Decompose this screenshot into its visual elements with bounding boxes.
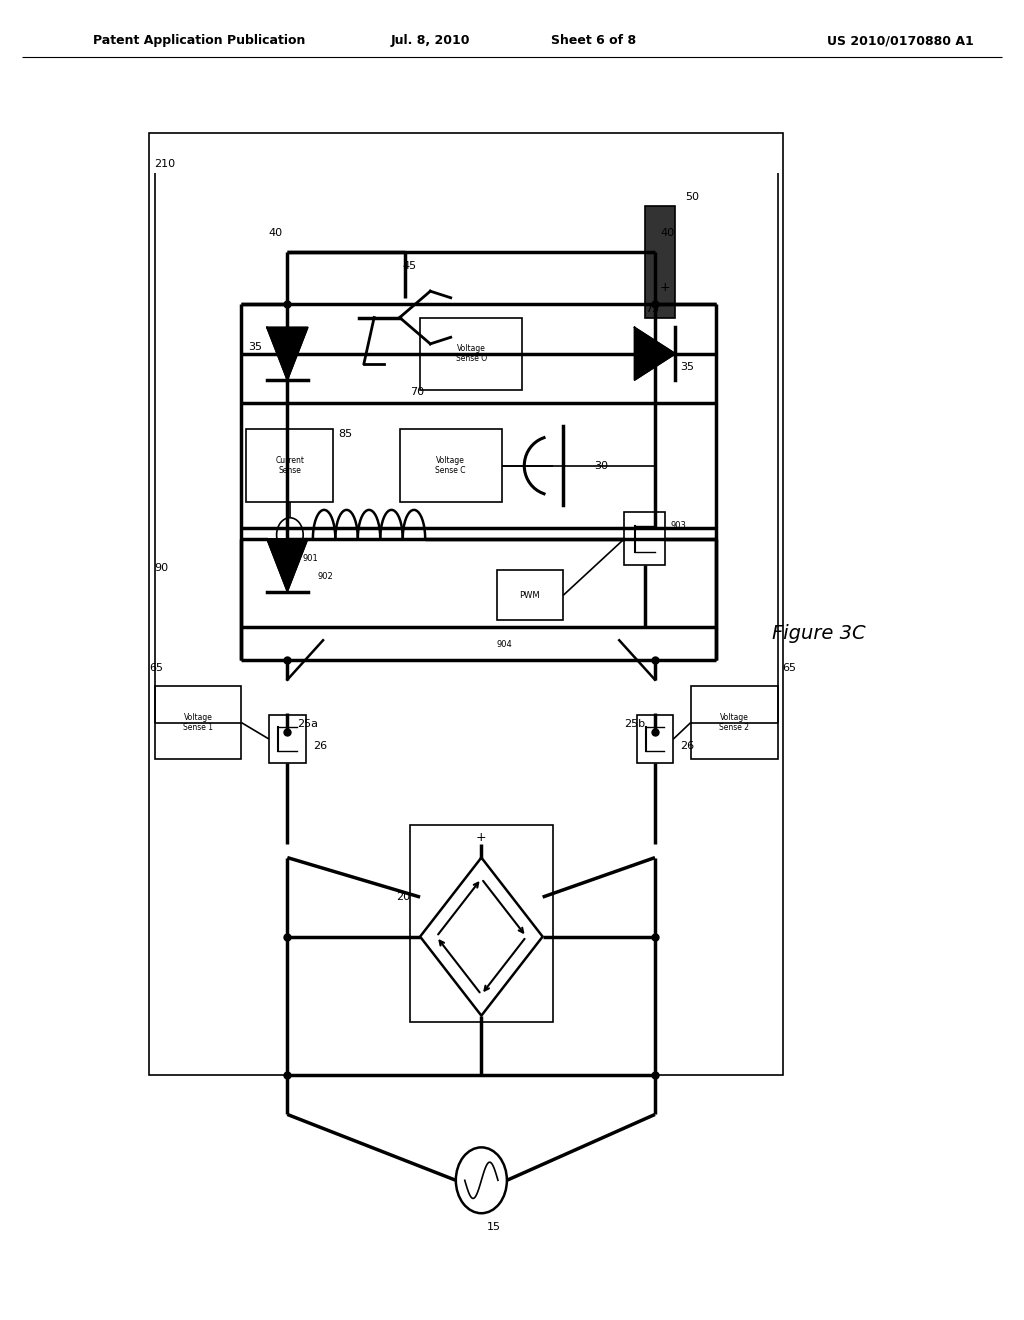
Text: 20: 20 bbox=[395, 892, 410, 902]
Text: US 2010/0170880 A1: US 2010/0170880 A1 bbox=[826, 34, 974, 48]
Text: 15: 15 bbox=[486, 1222, 501, 1233]
Text: 70: 70 bbox=[410, 387, 424, 396]
Text: 26: 26 bbox=[313, 741, 327, 751]
Text: 30: 30 bbox=[594, 461, 607, 471]
Polygon shape bbox=[267, 539, 308, 591]
Text: 35: 35 bbox=[248, 342, 262, 352]
Bar bbox=[637, 715, 674, 763]
Text: Jul. 8, 2010: Jul. 8, 2010 bbox=[390, 34, 470, 48]
Text: Voltage
Sense 2: Voltage Sense 2 bbox=[719, 713, 750, 733]
Text: 25a: 25a bbox=[298, 719, 318, 729]
Text: 85: 85 bbox=[338, 429, 352, 440]
Text: Patent Application Publication: Patent Application Publication bbox=[93, 34, 306, 48]
Text: Sheet 6 of 8: Sheet 6 of 8 bbox=[551, 34, 636, 48]
Bar bbox=[269, 715, 306, 763]
Text: 26: 26 bbox=[681, 741, 694, 751]
Text: PWM: PWM bbox=[519, 591, 541, 601]
Bar bbox=[150, 133, 782, 1074]
Text: Current
Sense: Current Sense bbox=[275, 455, 304, 475]
Bar bbox=[247, 429, 333, 502]
Text: 65: 65 bbox=[782, 663, 797, 673]
Text: 210: 210 bbox=[155, 160, 176, 169]
Text: +: + bbox=[660, 281, 671, 294]
Text: 904: 904 bbox=[497, 640, 512, 649]
Text: +: + bbox=[476, 832, 486, 845]
Bar bbox=[497, 570, 563, 620]
Text: Voltage
Sense O: Voltage Sense O bbox=[456, 345, 486, 363]
Text: 65: 65 bbox=[150, 663, 164, 673]
Text: 40: 40 bbox=[268, 228, 283, 239]
Text: 901: 901 bbox=[303, 554, 318, 564]
Polygon shape bbox=[267, 327, 308, 380]
Bar bbox=[691, 686, 777, 759]
Text: Voltage
Sense C: Voltage Sense C bbox=[435, 455, 466, 475]
Bar bbox=[420, 318, 522, 389]
Text: Voltage
Sense 1: Voltage Sense 1 bbox=[183, 713, 213, 733]
Text: 90: 90 bbox=[155, 562, 169, 573]
Text: 25b: 25b bbox=[624, 719, 645, 729]
Text: 75: 75 bbox=[645, 304, 658, 314]
Bar bbox=[625, 512, 666, 565]
Bar bbox=[645, 206, 676, 318]
Text: 50: 50 bbox=[686, 193, 699, 202]
Bar bbox=[399, 429, 502, 502]
Text: 40: 40 bbox=[660, 228, 674, 239]
Bar bbox=[155, 686, 242, 759]
Text: 45: 45 bbox=[402, 261, 417, 272]
Text: 35: 35 bbox=[681, 362, 694, 372]
Bar bbox=[410, 825, 553, 1022]
Text: 902: 902 bbox=[318, 572, 334, 581]
Text: Figure 3C: Figure 3C bbox=[771, 624, 865, 643]
Text: 903: 903 bbox=[671, 521, 686, 531]
Polygon shape bbox=[635, 327, 676, 380]
